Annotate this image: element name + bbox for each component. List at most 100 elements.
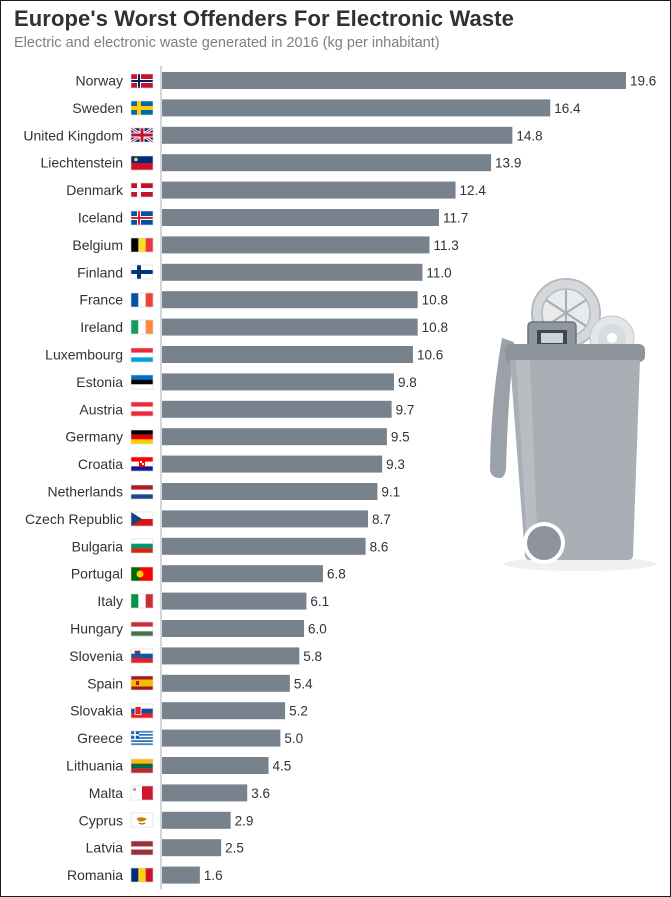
bar [162, 784, 248, 802]
category-label: Iceland [78, 210, 123, 226]
bar-row: Ireland 10.8 [80, 318, 448, 336]
bar-row: France 10.8 [79, 291, 448, 309]
bar [162, 811, 231, 829]
category-label: Belgium [72, 237, 123, 253]
bar-row: Spain 5.4 [87, 674, 313, 692]
value-label: 8.6 [370, 539, 389, 554]
category-label: Italy [97, 593, 123, 609]
category-label: Malta [89, 785, 123, 801]
value-label: 12.4 [460, 183, 487, 198]
bar-row: United Kingdom 14.8 [23, 126, 543, 144]
category-label: Bulgaria [72, 538, 124, 554]
bar [162, 592, 307, 610]
flag-italy-icon [130, 593, 154, 609]
value-label: 19.6 [630, 74, 656, 89]
category-label: Lithuania [66, 758, 123, 774]
category-label: Spain [87, 675, 123, 691]
flag-denmark-icon [130, 182, 154, 198]
value-label: 2.9 [235, 813, 254, 828]
flag-latvia-icon [130, 840, 154, 856]
bar [162, 236, 430, 254]
chart-subtitle: Electric and electronic waste generated … [14, 35, 440, 51]
flag-portugal-icon [130, 566, 154, 582]
bar [162, 729, 281, 747]
bar [162, 318, 418, 336]
category-label: Liechtenstein [40, 155, 123, 171]
flag-iceland-icon [130, 210, 154, 226]
bar [162, 455, 383, 473]
bar-row: Cyprus 2.9 [79, 811, 254, 829]
value-label: 16.4 [554, 101, 581, 116]
bar-row: Lithuania 4.5 [66, 757, 291, 774]
flag-belgium-icon [130, 237, 154, 253]
value-label: 5.8 [303, 649, 322, 664]
bar-row: Czech Republic 8.7 [25, 510, 391, 528]
value-label: 10.8 [422, 293, 448, 308]
bar [162, 263, 423, 281]
flag-united-kingdom-icon [130, 126, 154, 144]
bar-row: Germany 9.5 [65, 428, 410, 446]
bar [162, 757, 269, 774]
flag-lithuania-icon [130, 758, 154, 774]
bar [162, 428, 387, 446]
flag-liechtenstein-icon [130, 155, 154, 171]
bar-row: Romania 1.6 [67, 866, 223, 884]
flag-spain-icon [130, 675, 154, 691]
value-label: 9.1 [381, 485, 400, 500]
bar-row: Latvia 2.5 [86, 839, 244, 857]
value-label: 11.3 [434, 238, 459, 253]
bar-row: Bulgaria 8.6 [72, 537, 389, 555]
category-label: Portugal [71, 566, 123, 582]
value-label: 11.7 [443, 211, 468, 226]
flag-greece-icon [130, 730, 154, 746]
flag-slovakia-icon [130, 703, 154, 719]
bar [162, 702, 286, 720]
bar-row: Slovenia 5.8 [69, 647, 322, 665]
bar-row: Malta 3.6 [89, 784, 270, 802]
value-label: 6.0 [308, 622, 327, 637]
flag-finland-icon [130, 264, 154, 280]
value-label: 5.2 [289, 704, 308, 719]
value-label: 9.5 [391, 430, 410, 445]
category-label: Cyprus [79, 812, 123, 828]
bar-row: Italy 6.1 [97, 592, 329, 610]
flag-hungary-icon [130, 621, 154, 637]
value-label: 6.1 [310, 594, 329, 609]
category-label: Sweden [72, 100, 123, 116]
bar-row: Denmark 12.4 [66, 181, 487, 199]
value-label: 3.6 [251, 786, 270, 801]
flag-austria-icon [130, 401, 154, 417]
value-label: 5.4 [294, 676, 313, 691]
bar [162, 839, 222, 857]
bar-row: Netherlands 9.1 [48, 483, 400, 500]
category-label: France [79, 292, 123, 308]
category-label: Latvia [86, 840, 124, 856]
category-label: Estonia [76, 374, 123, 390]
category-label: United Kingdom [23, 127, 123, 143]
flag-czech-republic-icon [130, 511, 154, 527]
bar [162, 400, 392, 418]
category-label: Netherlands [48, 484, 124, 500]
flag-luxembourg-icon [130, 347, 154, 363]
bar-row: Estonia 9.8 [76, 373, 417, 391]
bar-row: Hungary 6.0 [70, 620, 327, 637]
bar [162, 126, 513, 144]
category-label: Croatia [78, 456, 123, 472]
category-label: Slovenia [69, 648, 123, 664]
category-label: Slovakia [70, 703, 123, 719]
value-label: 10.8 [422, 320, 448, 335]
value-label: 1.6 [204, 868, 223, 883]
value-label: 13.9 [495, 156, 521, 171]
bar [162, 346, 413, 363]
chart-title: Europe's Worst Offenders For Electronic … [14, 6, 514, 31]
flag-bulgaria-icon [130, 538, 154, 554]
flag-sweden-icon [130, 100, 154, 116]
bar [162, 209, 439, 226]
bar [162, 483, 378, 500]
value-label: 4.5 [273, 759, 292, 774]
bar [162, 181, 456, 199]
category-label: Czech Republic [25, 511, 123, 527]
flag-estonia-icon [130, 374, 154, 390]
flag-ireland-icon [130, 319, 154, 335]
